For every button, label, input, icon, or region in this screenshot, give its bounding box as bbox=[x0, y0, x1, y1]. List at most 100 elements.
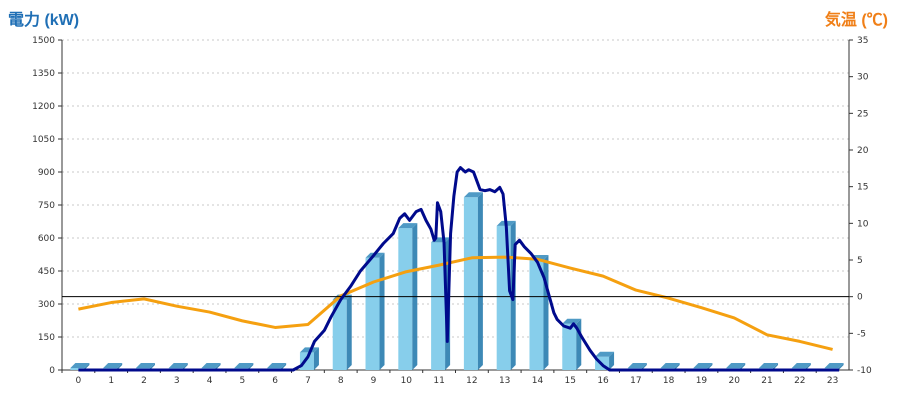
bar-top bbox=[693, 363, 713, 368]
x-tick-label: 16 bbox=[597, 376, 609, 386]
bar-side bbox=[641, 363, 647, 370]
right-tick-label: -5 bbox=[857, 329, 866, 339]
x-tick-label: 12 bbox=[466, 376, 477, 386]
bar-top bbox=[135, 363, 155, 368]
left-tick-label: 900 bbox=[38, 168, 55, 178]
bar-top bbox=[791, 363, 811, 368]
bar-top bbox=[103, 363, 123, 368]
left-tick-label: 600 bbox=[38, 234, 55, 244]
bar-front bbox=[529, 260, 544, 370]
bar-side bbox=[609, 351, 615, 370]
left-tick-label: 1050 bbox=[32, 135, 55, 145]
bar-front bbox=[70, 368, 85, 370]
bar-front bbox=[365, 257, 380, 370]
x-tick-label: 21 bbox=[761, 376, 772, 386]
x-tick-label: 3 bbox=[174, 376, 180, 386]
right-tick-label: 0 bbox=[857, 293, 863, 303]
bar-top bbox=[824, 363, 844, 368]
bar-side bbox=[477, 192, 483, 370]
bar-side bbox=[740, 363, 746, 370]
bar-top bbox=[234, 363, 254, 368]
bar-side bbox=[248, 363, 254, 370]
left-tick-label: 300 bbox=[38, 300, 55, 310]
bar-top bbox=[463, 192, 483, 198]
bar-side bbox=[215, 363, 221, 370]
left-axis-title: 電力 (kW) bbox=[8, 12, 80, 29]
bar-side bbox=[707, 363, 713, 370]
bar-top bbox=[660, 363, 680, 368]
bar-top bbox=[726, 363, 746, 368]
right-tick-label: 5 bbox=[857, 256, 863, 266]
bar-front bbox=[562, 323, 577, 370]
bar-front bbox=[431, 242, 446, 370]
power-line bbox=[78, 166, 840, 372]
bar bbox=[70, 363, 90, 370]
x-tick-label: 5 bbox=[239, 376, 245, 386]
right-tick-label: 20 bbox=[857, 146, 869, 156]
bar-front bbox=[398, 228, 413, 370]
bar-top bbox=[168, 363, 188, 368]
x-tick-label: 8 bbox=[338, 376, 344, 386]
bar bbox=[365, 252, 385, 370]
x-tick-label: 17 bbox=[630, 376, 641, 386]
bar-front bbox=[299, 352, 314, 370]
bar-top bbox=[398, 223, 418, 229]
left-tick-label: 150 bbox=[38, 333, 55, 343]
bar-side bbox=[543, 255, 549, 370]
bar-top bbox=[562, 318, 582, 324]
bar bbox=[529, 255, 549, 370]
bar-side bbox=[838, 363, 844, 370]
x-tick-label: 22 bbox=[794, 376, 805, 386]
bar-side bbox=[84, 363, 90, 370]
bar-top bbox=[627, 363, 647, 368]
x-tick-label: 18 bbox=[663, 376, 675, 386]
x-tick-label: 10 bbox=[401, 376, 413, 386]
x-tick-label: 11 bbox=[433, 376, 444, 386]
bar-side bbox=[805, 363, 811, 370]
bar-side bbox=[149, 363, 155, 370]
x-tick-label: 20 bbox=[729, 376, 741, 386]
x-tick-label: 14 bbox=[532, 376, 544, 386]
left-tick-label: 1500 bbox=[32, 36, 55, 46]
right-tick-label: 30 bbox=[857, 73, 869, 83]
right-tick-label: 15 bbox=[857, 183, 868, 193]
bar-top bbox=[70, 363, 90, 368]
left-tick-label: 750 bbox=[38, 201, 55, 211]
right-tick-label: 10 bbox=[857, 219, 869, 229]
bar-top bbox=[201, 363, 221, 368]
bar-side bbox=[281, 363, 287, 370]
left-tick-label: 450 bbox=[38, 267, 55, 277]
left-tick-label: 1350 bbox=[32, 69, 55, 79]
bar-top bbox=[595, 351, 615, 357]
bar-side bbox=[379, 252, 385, 370]
bar-top bbox=[759, 363, 779, 368]
bar-side bbox=[117, 363, 123, 370]
bar-side bbox=[346, 294, 352, 370]
bar-side bbox=[773, 363, 779, 370]
x-tick-label: 19 bbox=[696, 376, 708, 386]
x-tick-label: 23 bbox=[827, 376, 838, 386]
temperature-line bbox=[78, 255, 833, 351]
x-tick-label: 7 bbox=[305, 376, 311, 386]
bar bbox=[463, 192, 483, 370]
x-tick-label: 2 bbox=[141, 376, 147, 386]
right-axis-title: 気温 (℃) bbox=[824, 12, 888, 29]
x-tick-label: 9 bbox=[371, 376, 377, 386]
x-tick-label: 0 bbox=[76, 376, 82, 386]
bar-side bbox=[674, 363, 680, 370]
right-tick-label: 35 bbox=[857, 36, 868, 46]
x-tick-label: 15 bbox=[565, 376, 576, 386]
left-tick-label: 0 bbox=[49, 366, 55, 376]
right-tick-label: 25 bbox=[857, 109, 868, 119]
x-tick-label: 6 bbox=[272, 376, 278, 386]
bar-side bbox=[182, 363, 188, 370]
right-tick-label: -10 bbox=[857, 366, 872, 376]
x-tick-label: 13 bbox=[499, 376, 510, 386]
bar-front bbox=[463, 197, 478, 370]
bar-front bbox=[332, 299, 347, 370]
left-tick-label: 1200 bbox=[32, 102, 55, 112]
bar-top bbox=[267, 363, 287, 368]
x-tick-label: 1 bbox=[108, 376, 114, 386]
